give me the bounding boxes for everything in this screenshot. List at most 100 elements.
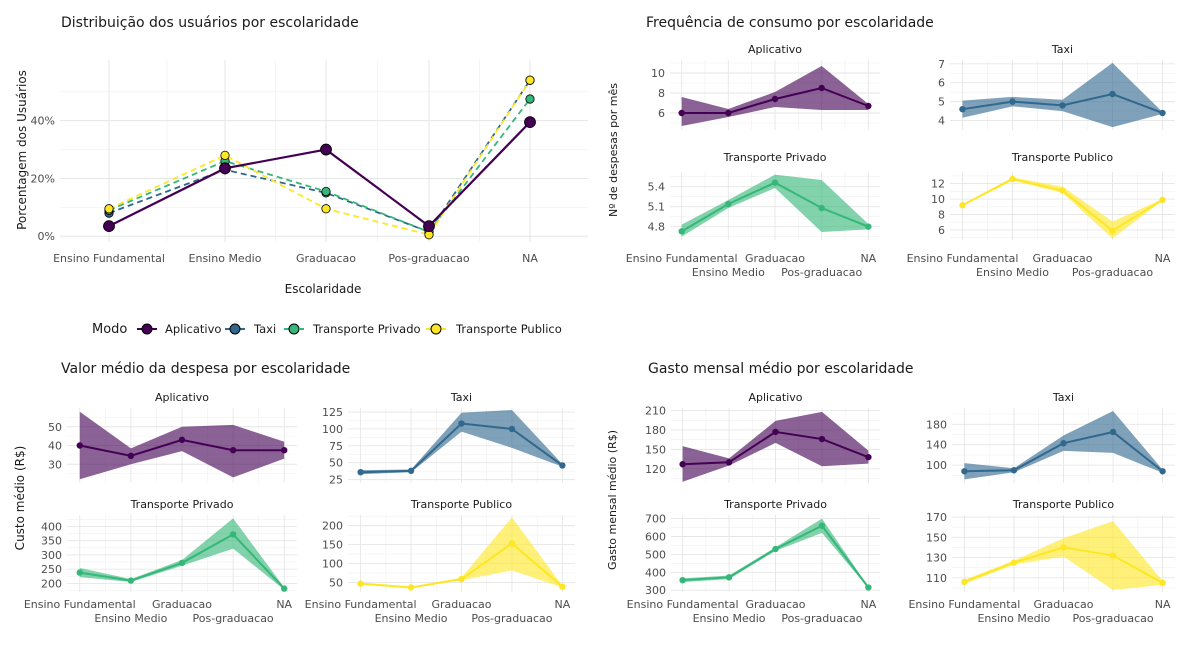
- mean-point-aplicativo: [818, 435, 826, 443]
- x-tick-label: Graduacao: [745, 598, 805, 611]
- mean-point-taxi: [1109, 428, 1117, 436]
- y-tick-label: 10: [931, 193, 945, 206]
- x-tick-label: NA: [860, 252, 876, 265]
- ribbon-transporte-publico: [962, 177, 1163, 239]
- mean-point-aplicativo: [772, 428, 779, 436]
- x-tick-label: Pos-graduacao: [471, 612, 552, 625]
- mean-point-transporte-privado: [818, 204, 825, 212]
- x-tick-label: Ensino Fundamental: [907, 252, 1019, 265]
- x-tick-label: Pos-graduacao: [781, 612, 862, 625]
- legend-key-point-aplicativo: [141, 323, 153, 335]
- x-tick-label: Ensino Fundamental: [908, 598, 1020, 611]
- mean-point-transporte-privado: [771, 179, 779, 186]
- panel-transporte-publico: Transporte Publico 6 8 10 12 Ensino Fundament…: [907, 151, 1175, 279]
- x-tick-label: Graduacao: [431, 598, 491, 611]
- panel-taxi: Taxi 4 5 6 7: [938, 43, 1175, 130]
- x-tick-label: NA: [276, 598, 292, 611]
- mean-point-taxi: [559, 462, 566, 469]
- y-tick-label: 25: [329, 474, 343, 487]
- panel-strip-label: Transporte Privado: [130, 498, 234, 511]
- y-tick-label: 12: [931, 178, 945, 191]
- mean-point-transporte-publico: [1010, 559, 1018, 566]
- chart2-title: Frequência de consumo por escolaridade: [646, 15, 934, 31]
- mean-point-taxi: [357, 468, 364, 476]
- data-point-aplicativo: [320, 143, 332, 156]
- data-point-transporte-privado: [525, 94, 535, 104]
- mean-point-taxi: [1060, 440, 1067, 447]
- panel-aplicativo: Aplicativo 30 40 50: [48, 391, 297, 483]
- y-tick-label: 4.8: [648, 221, 666, 234]
- mean-point-taxi: [1009, 98, 1016, 105]
- x-tick-label: NA: [555, 598, 571, 611]
- legend-label-taxi: Taxi: [253, 322, 276, 336]
- legend: Modo Aplicativo Taxi Transporte Privado …: [92, 322, 562, 337]
- mean-point-transporte-privado: [76, 569, 83, 576]
- mean-point-transporte-privado: [127, 577, 135, 584]
- chart3-title: Valor médio da despesa por escolaridade: [61, 361, 350, 377]
- y-tick-label: 5.1: [648, 201, 666, 214]
- x-tick-label: Ensino Fundamental: [627, 598, 739, 611]
- y-tick-label: 5.4: [648, 181, 666, 194]
- panel-strip-label: Transporte Publico: [410, 498, 512, 511]
- y-tick-label: 8: [938, 209, 945, 222]
- mean-point-taxi: [1010, 467, 1018, 474]
- panel-strip-label: Transporte Publico: [1012, 498, 1114, 511]
- x-tick-label: Ensino Fundamental: [24, 598, 136, 611]
- mean-point-aplicativo: [76, 442, 83, 449]
- y-tick-label: 300: [41, 549, 62, 562]
- usuarios-line-chart: 0% 20% 40% Ensino Fundamental Ensino Medio Gr…: [31, 60, 588, 265]
- y-tick-label: 50: [329, 457, 343, 470]
- x-tick-label: Graduacao: [1033, 598, 1093, 611]
- valor-medio-facet-chart: Aplicativo 30 40 50 Taxi 25 50 75 100 125 Transpor…: [24, 391, 575, 625]
- series-line-transporte-publico: [108, 79, 531, 236]
- mean-point-aplicativo: [229, 446, 237, 454]
- y-tick-label: 75: [329, 440, 343, 453]
- x-tick-label: Ensino Medio: [693, 612, 766, 625]
- data-point-transporte-publico: [321, 204, 331, 214]
- data-point-aplicativo: [524, 116, 536, 129]
- x-tick-label: Pos-graduacao: [193, 612, 274, 625]
- x-tick-label: Pos-graduacao: [388, 252, 469, 265]
- mean-point-transporte-privado: [772, 545, 779, 553]
- ribbon-aplicativo: [79, 411, 285, 480]
- mean-point-transporte-publico: [458, 575, 465, 583]
- mean-point-aplicativo: [281, 446, 288, 454]
- mean-point-transporte-publico: [1159, 579, 1166, 587]
- mean-point-transporte-publico: [959, 202, 966, 209]
- y-tick-label: 125: [322, 406, 343, 419]
- panel-taxi: Taxi 100 140 180: [926, 391, 1175, 483]
- y-tick-label: 100: [322, 558, 343, 571]
- x-tick-label: Ensino Fundamental: [53, 252, 165, 265]
- mean-point-transporte-publico: [357, 580, 364, 587]
- panel-strip-label: Taxi: [450, 391, 472, 404]
- y-tick-label: 8: [658, 87, 665, 100]
- legend-key-point-transporte-privado: [288, 323, 300, 335]
- x-tick-label: NA: [861, 598, 877, 611]
- mean-point-transporte-privado: [818, 522, 826, 529]
- mean-point-taxi: [1159, 468, 1166, 475]
- mean-point-transporte-publico: [1159, 196, 1166, 204]
- mean-point-taxi: [458, 420, 465, 427]
- chart1-title: Distribuição dos usuários por escolarida…: [61, 15, 359, 31]
- ribbon-transporte-publico: [964, 521, 1163, 590]
- chart1-xlabel: Escolaridade: [285, 282, 362, 296]
- mean-point-transporte-privado: [865, 223, 872, 230]
- mean-point-transporte-publico: [407, 584, 415, 591]
- x-tick-label: Ensino Medio: [375, 612, 448, 625]
- mean-point-taxi: [1159, 109, 1166, 117]
- y-tick-label: 180: [645, 424, 666, 437]
- mean-point-transporte-publico: [508, 540, 516, 547]
- legend-key-point-taxi: [229, 323, 241, 335]
- legend-label-aplicativo: Aplicativo: [165, 322, 221, 336]
- data-point-aplicativo: [423, 220, 435, 233]
- panel-strip-label: Transporte Privado: [723, 498, 827, 511]
- panel-strip-label: Taxi: [1052, 391, 1074, 404]
- y-tick-label: 40: [48, 440, 62, 453]
- mean-point-taxi: [508, 425, 516, 433]
- panel-strip-label: Taxi: [1051, 43, 1073, 56]
- legend-key-point-transporte-publico: [430, 323, 442, 335]
- chart3-ylabel: Custo médio (R$): [13, 446, 27, 551]
- mean-point-aplicativo: [678, 109, 685, 117]
- x-tick-label: Pos-graduacao: [781, 266, 862, 279]
